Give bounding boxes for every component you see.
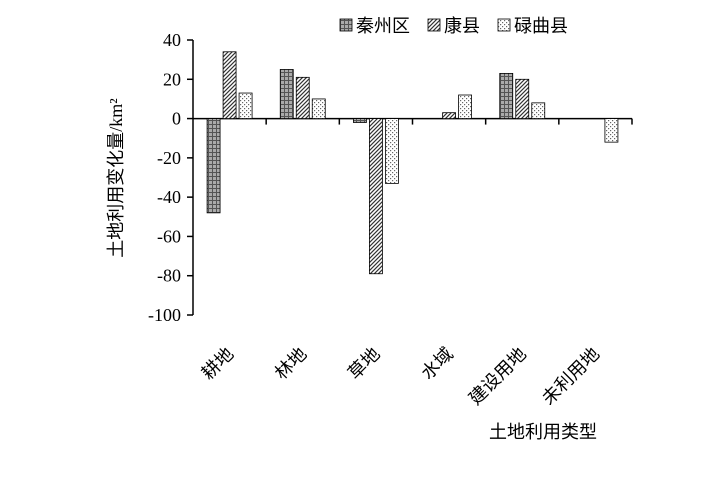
bar [206,118,221,214]
y-tick-label: -80 [157,266,181,286]
bar [385,118,399,184]
y-tick-label: -20 [157,148,181,168]
x-tick-label: 建设用地 [465,344,530,409]
bar [442,112,456,119]
legend-swatch [427,18,441,32]
legend-swatch [339,18,353,32]
x-tick-label: 林地 [271,344,311,384]
bar [295,76,310,119]
x-tick-label: 未利用地 [538,344,603,409]
bar [458,94,472,119]
y-tick-label: -60 [157,226,181,246]
x-axis-title: 土地利用类型 [489,422,597,442]
bar [499,72,514,119]
x-tick-label: 耕地 [198,344,238,384]
legend-swatch [497,18,511,32]
bar [353,118,367,123]
bar [604,118,619,143]
bar [279,69,294,119]
x-tick-label: 水域 [417,344,457,384]
y-axis-title: 土地利用变化量/km² [106,98,126,257]
bar [238,92,253,119]
bar [222,51,237,119]
y-tick-label: -100 [148,305,181,325]
bar [369,118,383,275]
bar [531,102,546,119]
y-tick-label: 40 [163,30,181,50]
y-tick-label: -40 [157,187,181,207]
bar [311,98,326,119]
y-tick-label: 20 [163,69,181,89]
x-tick-label: 草地 [344,344,384,384]
legend-label: 秦州区 [356,16,410,36]
bar [515,78,530,119]
legend-label: 碌曲县 [514,16,568,36]
y-tick-label: 0 [172,109,181,129]
legend-label: 康县 [444,16,480,36]
